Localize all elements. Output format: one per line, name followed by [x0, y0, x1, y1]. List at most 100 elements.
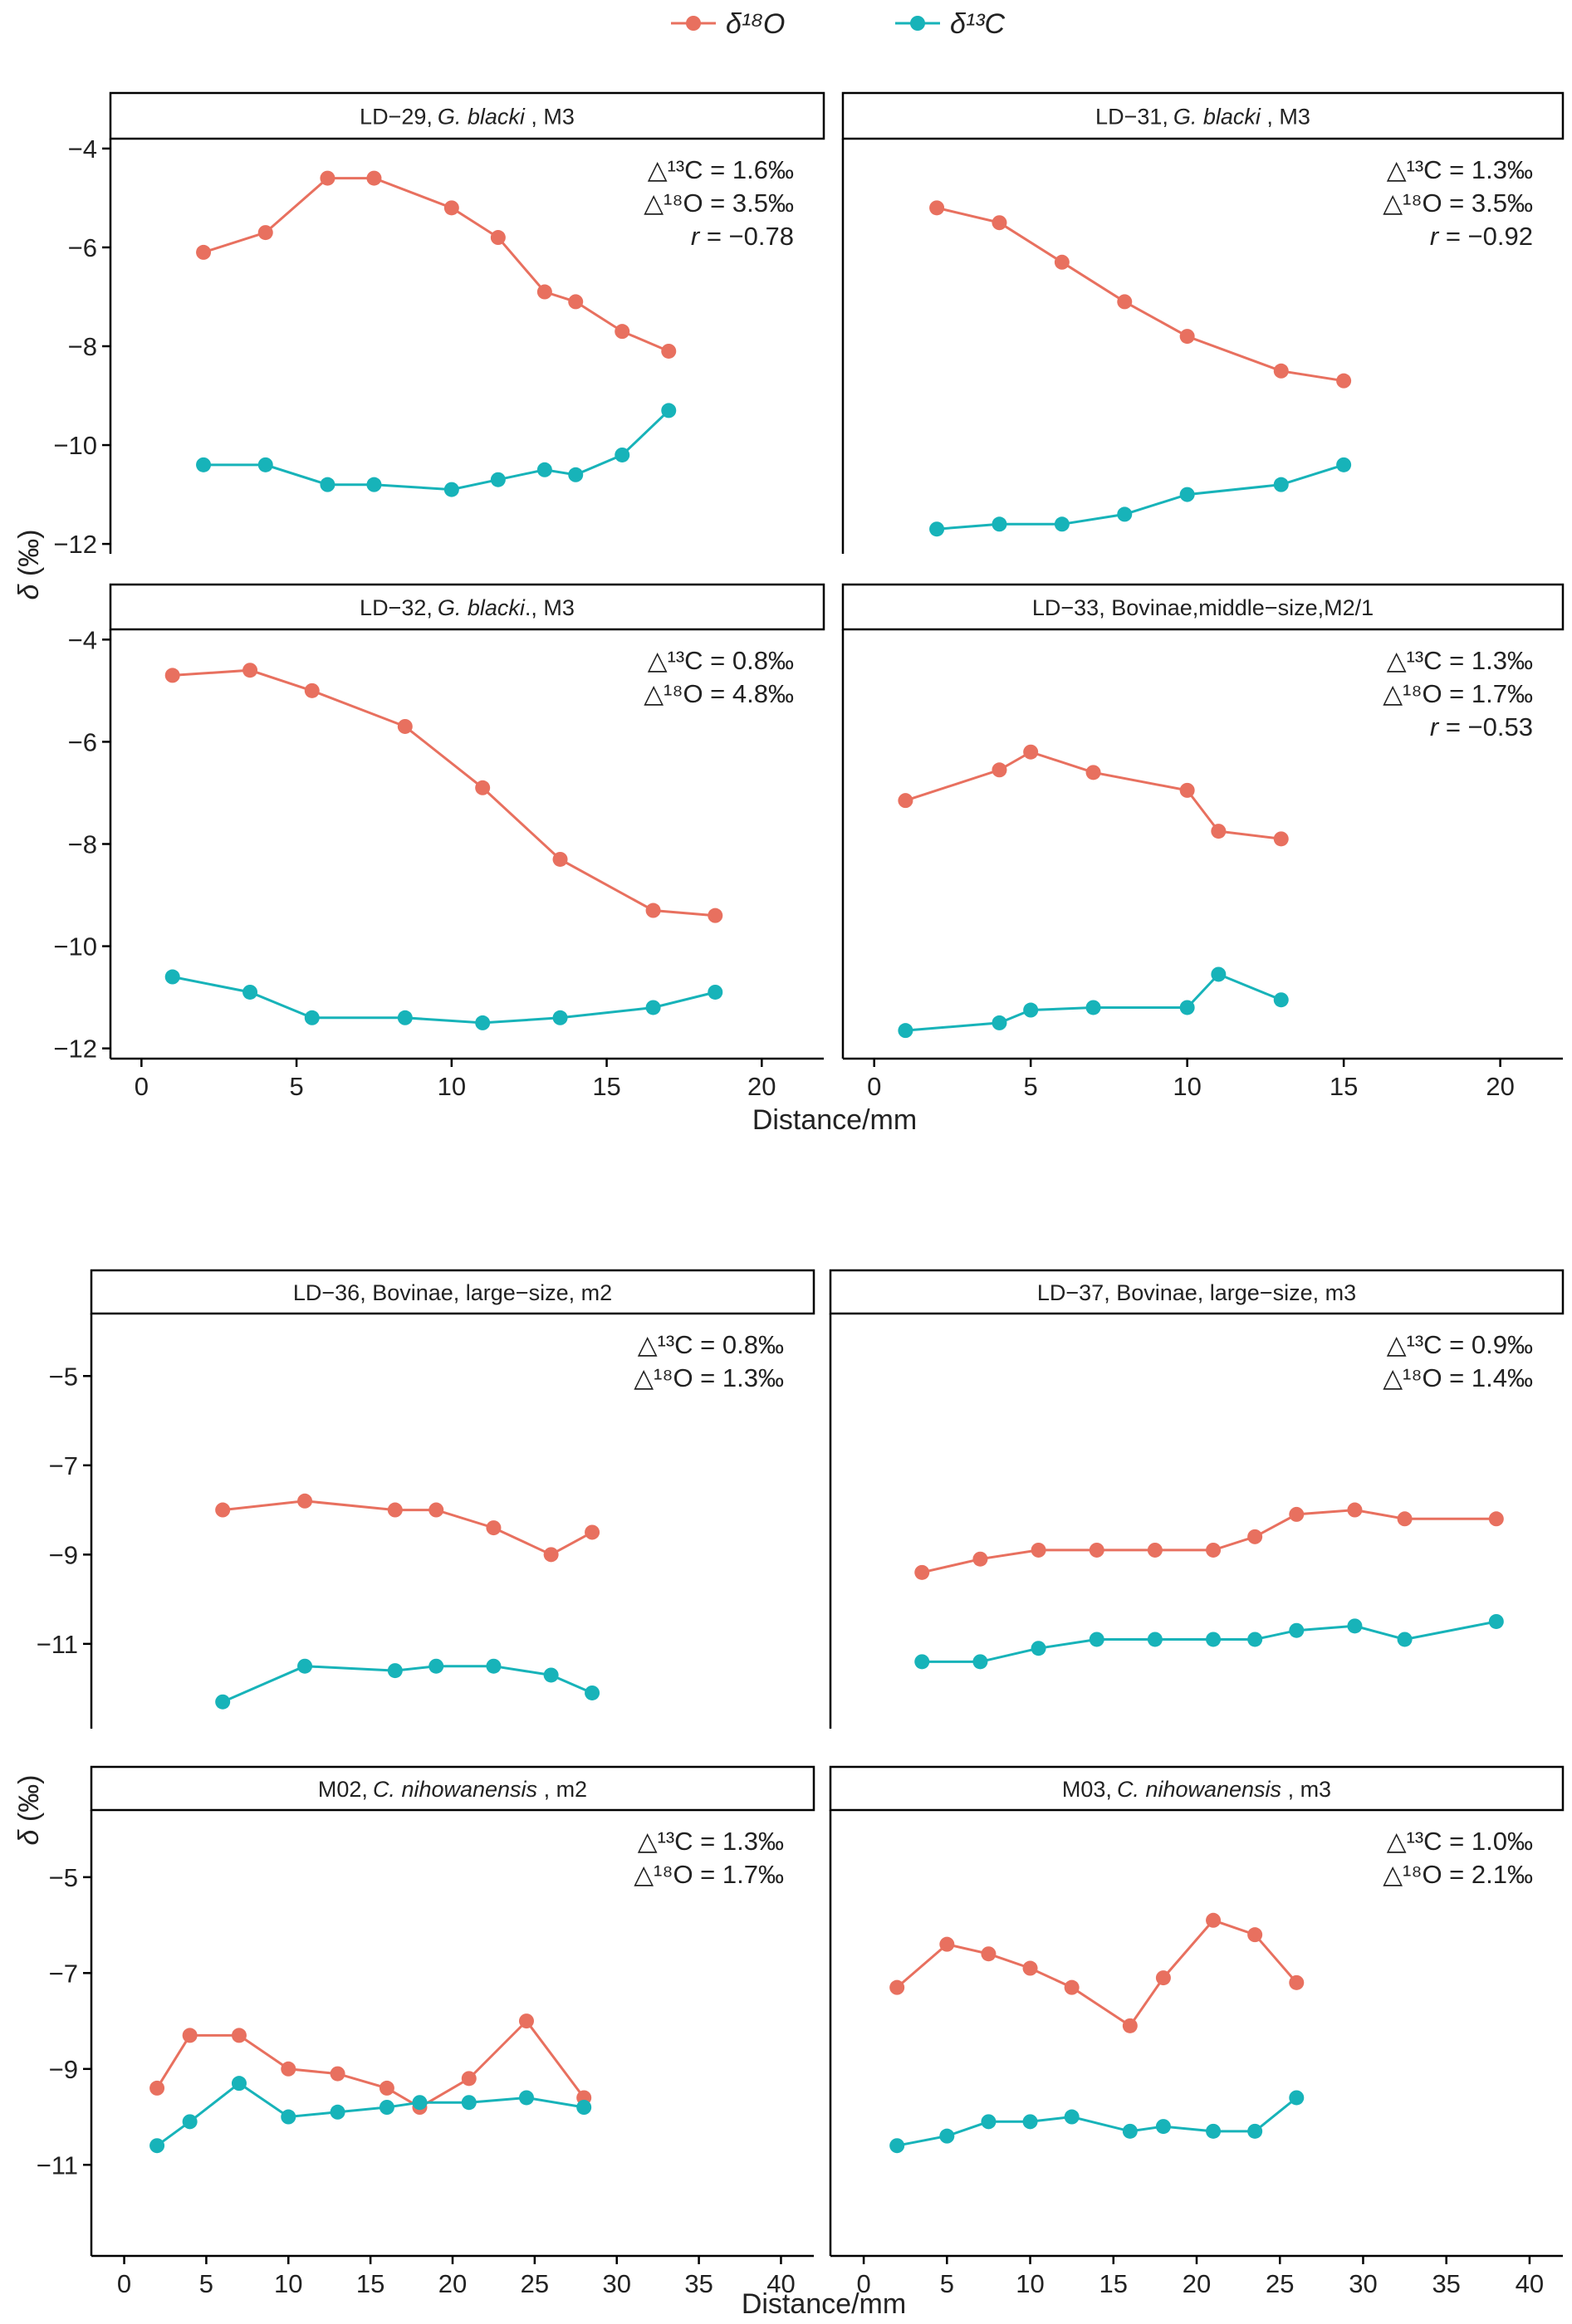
point-d18O-M03-5 [1122, 2018, 1138, 2033]
point-d13C-LD-31-1 [992, 516, 1007, 532]
point-d13C-LD-37-6 [1247, 1632, 1263, 1647]
point-d18O-LD-37-3 [1089, 1542, 1104, 1558]
point-d13C-M02-5 [379, 2100, 394, 2115]
point-d18O-LD-37-10 [1488, 1511, 1504, 1527]
point-d18O-M03-2 [981, 1946, 997, 1962]
point-d18O-LD-32-7 [708, 908, 723, 923]
point-d18O-LD-33-0 [898, 793, 913, 809]
point-d13C-LD-33-0 [898, 1023, 913, 1039]
series-line-d18O-LD-32 [172, 668, 716, 917]
x-tick-label-M02-6: 30 [602, 2269, 630, 2298]
point-d18O-LD-36-1 [297, 1493, 313, 1509]
x-tick-label-M02-3: 15 [356, 2269, 384, 2298]
x-tick-label-LD-32-2: 10 [438, 1072, 466, 1101]
point-d13C-M03-1 [939, 2128, 955, 2144]
point-d18O-LD-37-0 [914, 1564, 930, 1580]
point-d18O-LD-31-1 [992, 215, 1007, 231]
stat-LD-31-0: △¹³C = 1.3‰ [1387, 155, 1533, 184]
y-tick-label-M02-2: −9 [49, 2055, 78, 2084]
point-d18O-LD-37-2 [1031, 1542, 1046, 1558]
point-d13C-LD-29-9 [661, 403, 677, 418]
x-tick-label-M03-3: 15 [1099, 2269, 1128, 2298]
y-tick-label-LD-36-1: −7 [49, 1451, 78, 1480]
point-d13C-LD-33-5 [1211, 966, 1227, 982]
x-tick-label-M02-8: 40 [766, 2269, 795, 2298]
point-d13C-LD-31-5 [1273, 477, 1289, 492]
x-tick-label-LD-32-0: 0 [135, 1072, 149, 1101]
stat-LD-33-1: △¹⁸O = 1.7‰ [1383, 679, 1533, 708]
point-d13C-LD-29-4 [443, 482, 459, 497]
point-d13C-LD-37-10 [1488, 1613, 1504, 1629]
point-d18O-M03-3 [1022, 1960, 1038, 1976]
panel-M03: M03, C. nihowanensis , m3 0 5 10 15 20 25 30 35 40… [829, 1765, 1565, 2298]
point-d13C-LD-33-4 [1179, 1000, 1195, 1015]
point-d13C-M03-4 [1064, 2109, 1080, 2125]
legend-item-d18O: δ¹⁸O [671, 8, 785, 40]
point-d18O-M02-3 [281, 2061, 296, 2077]
point-d18O-LD-36-5 [543, 1547, 559, 1563]
point-d13C-M02-3 [281, 2109, 296, 2125]
point-d18O-M02-1 [182, 2028, 198, 2043]
point-d13C-M03-3 [1022, 2114, 1038, 2130]
x-tick-label-LD-32-1: 5 [289, 1072, 303, 1101]
point-d18O-LD-37-6 [1247, 1529, 1263, 1544]
y-tick-label-LD-36-3: −11 [37, 1630, 78, 1659]
point-d13C-LD-33-2 [1023, 1002, 1039, 1018]
point-d13C-LD-37-3 [1089, 1632, 1104, 1647]
point-d18O-LD-36-4 [486, 1520, 502, 1536]
legend-label-d18O: δ¹⁸O [726, 8, 785, 40]
panel-LD-37: LD−37, Bovinae, large−size, m3 △¹³C = 0.9… [829, 1269, 1565, 1729]
point-d13C-M02-8 [518, 2090, 534, 2106]
point-d13C-LD-37-2 [1031, 1641, 1046, 1656]
point-d18O-LD-32-3 [397, 718, 413, 734]
point-d18O-LD-29-1 [257, 225, 273, 241]
point-d13C-M02-7 [461, 2095, 477, 2111]
stat-LD-29-1: △¹⁸O = 3.5‰ [644, 188, 794, 218]
point-d13C-LD-29-0 [196, 457, 212, 472]
panel-M02: M02, C. nihowanensis , m2 −5 −7 −9 −11 0 5 10 15 2… [37, 1765, 815, 2298]
point-d13C-LD-29-2 [320, 477, 335, 492]
point-d13C-LD-31-0 [929, 521, 945, 537]
point-d13C-LD-31-2 [1054, 516, 1070, 532]
point-d13C-LD-32-4 [475, 1015, 491, 1030]
point-d13C-M02-4 [330, 2104, 345, 2120]
y-tick-label-LD-32-0: −4 [68, 625, 97, 654]
figure-bottom: LD−36, Bovinae, large−size, m2 −5 −7 −9 −11 △… [13, 1269, 1565, 2320]
point-d13C-LD-33-3 [1085, 1000, 1101, 1015]
stat-M03-0: △¹³C = 1.0‰ [1387, 1827, 1533, 1856]
series-line-d13C-LD-32 [172, 976, 716, 1025]
point-d13C-LD-36-0 [215, 1694, 231, 1710]
point-d18O-M03-7 [1206, 1912, 1222, 1928]
point-d18O-LD-31-3 [1117, 294, 1133, 310]
point-d18O-LD-32-0 [164, 668, 180, 683]
panel-LD-36: LD−36, Bovinae, large−size, m2 −5 −7 −9 −11 △… [37, 1269, 815, 1729]
point-d18O-LD-32-4 [475, 780, 491, 795]
y-tick-label-M02-3: −11 [37, 2150, 78, 2180]
point-d18O-LD-29-8 [615, 324, 630, 340]
point-d13C-M02-6 [412, 2095, 428, 2111]
x-tick-label-LD-32-3: 15 [592, 1072, 620, 1101]
series-line-d18O-M03 [896, 1919, 1298, 2028]
point-d13C-M02-2 [231, 2076, 247, 2092]
stat-LD-32-1: △¹⁸O = 4.8‰ [644, 679, 794, 708]
point-d18O-LD-32-1 [242, 663, 258, 678]
point-d13C-M03-7 [1206, 2123, 1222, 2139]
stat-LD-36-1: △¹⁸O = 1.3‰ [634, 1363, 784, 1392]
point-d18O-LD-29-2 [320, 170, 335, 186]
strip-label-LD-32: LD−32, G. blacki., M3 [360, 595, 575, 620]
point-d13C-LD-33-1 [992, 1015, 1007, 1030]
stat-LD-32-0: △¹³C = 0.8‰ [648, 646, 794, 675]
point-d18O-M03-6 [1155, 1970, 1171, 1986]
point-d13C-LD-37-9 [1397, 1632, 1413, 1647]
point-d18O-M03-1 [939, 1936, 955, 1952]
y-tick-label-LD-29-2: −8 [68, 332, 97, 361]
point-d18O-LD-29-3 [366, 170, 382, 186]
y-tick-label-LD-36-0: −5 [49, 1362, 78, 1391]
point-d13C-LD-29-7 [568, 467, 584, 482]
point-d18O-LD-37-8 [1347, 1502, 1363, 1518]
point-d18O-LD-29-4 [443, 200, 459, 216]
point-d13C-LD-31-4 [1179, 487, 1195, 502]
x-tick-label-M03-7: 35 [1432, 2269, 1460, 2298]
x-tick-label-M03-1: 5 [940, 2269, 954, 2298]
legend: δ¹⁸O δ¹³C [671, 8, 1006, 40]
